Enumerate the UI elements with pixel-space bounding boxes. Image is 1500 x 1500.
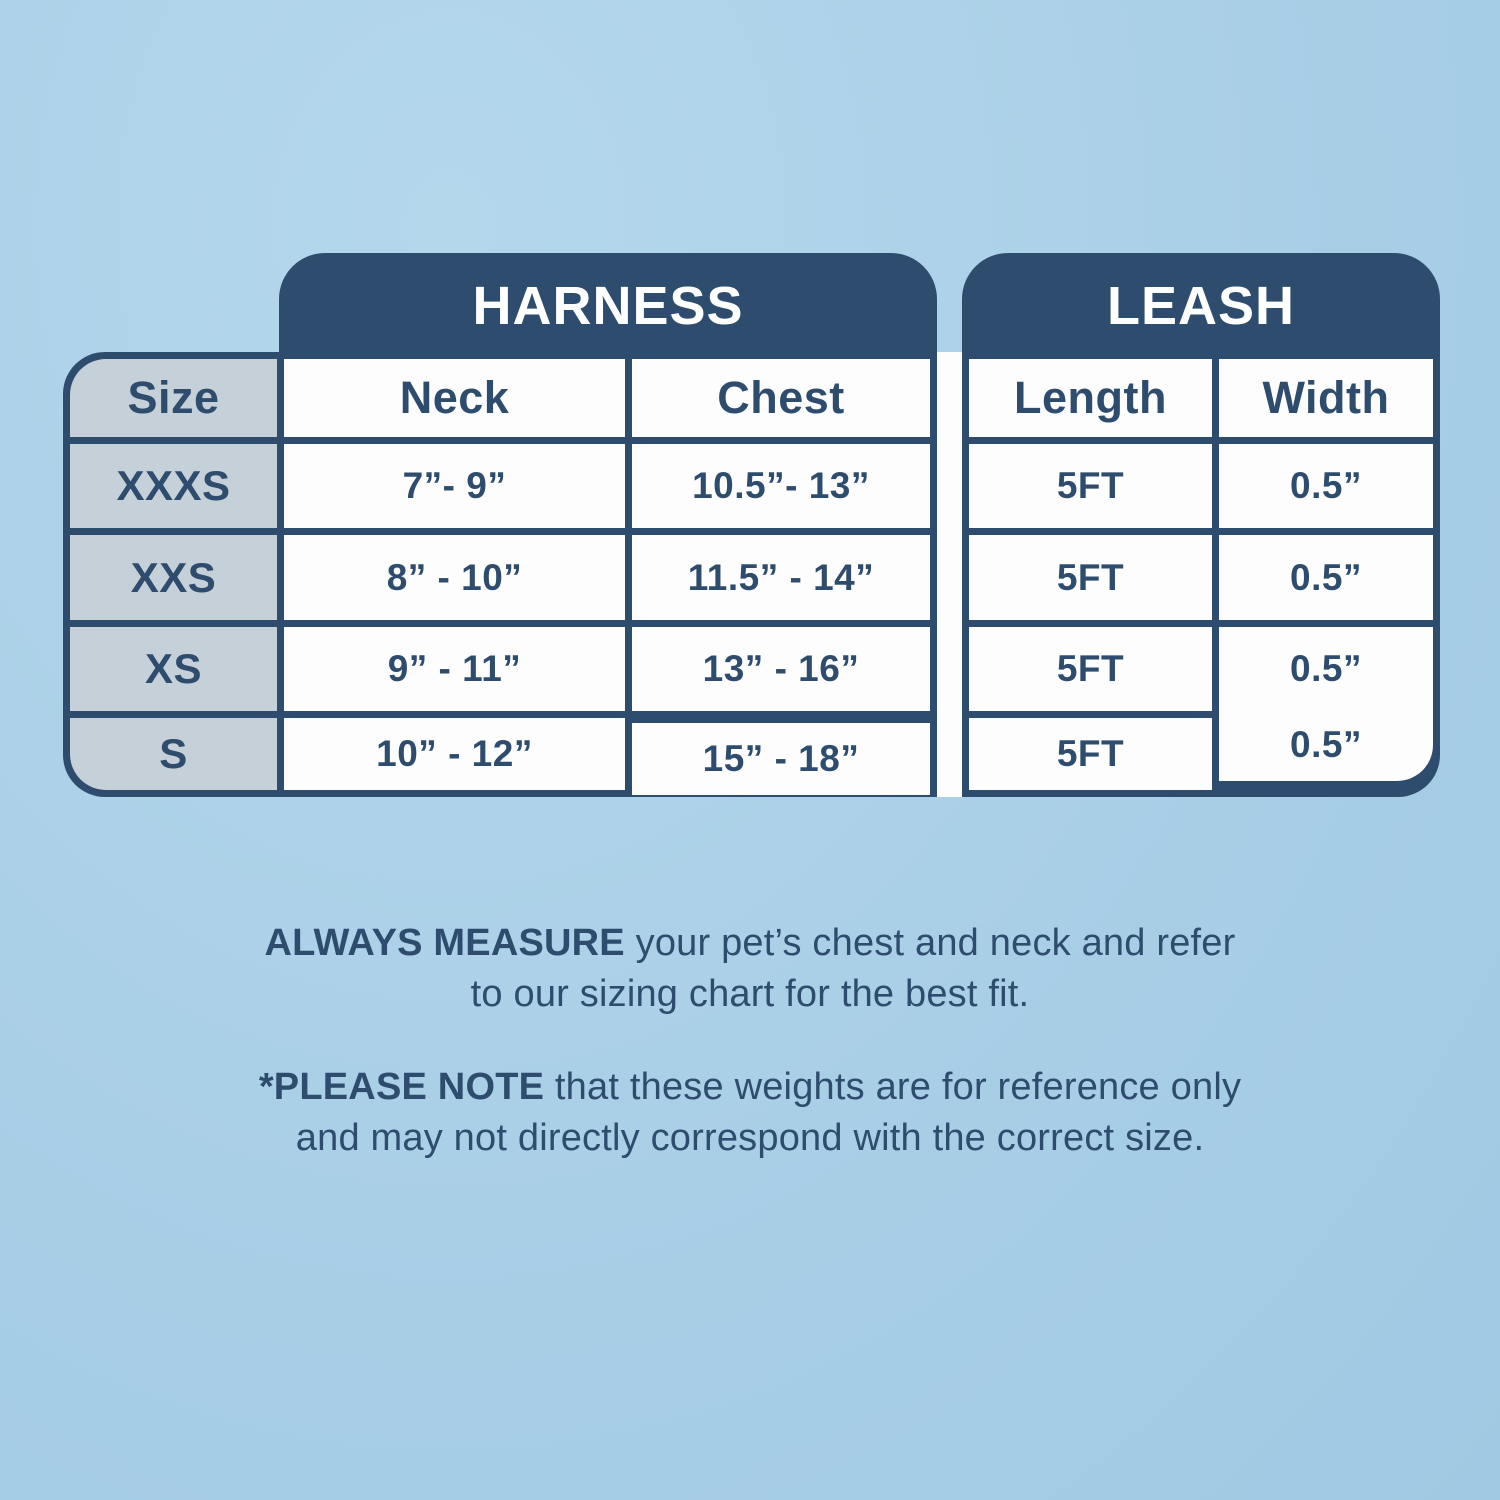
row-xxxs-length-cell: 5FT	[969, 444, 1212, 528]
row-xs-chest-cell: 13” - 16”	[632, 627, 930, 711]
row-xxs-chest-cell: 11.5” - 14”	[632, 535, 930, 620]
row-xxxs-neck-cell: 7”- 9”	[284, 444, 625, 528]
header-cell-chest: Chest	[632, 359, 930, 437]
row-xxs-size-cell: XXS	[70, 535, 277, 620]
header-cell-neck: Neck	[284, 359, 625, 437]
header-cell-size: Size	[70, 359, 277, 437]
header-cell-width: Width	[1219, 359, 1433, 437]
measure-note-line2: to our sizing chart for the best fit.	[470, 973, 1030, 1015]
harness-group-header: HARNESS	[279, 253, 937, 359]
row-xs-length-cell: 5FT	[969, 627, 1212, 711]
disclaimer-note-line2: and may not directly correspond with the…	[295, 1117, 1205, 1159]
row-s-width-cell: 0.5”	[1219, 709, 1433, 781]
leash-group-header: LEASH	[962, 253, 1440, 359]
row-s-size-cell: S	[70, 718, 277, 790]
row-s-neck-cell: 10” - 12”	[284, 718, 625, 790]
header-cell-length: Length	[969, 359, 1212, 437]
row-s-length-cell: 5FT	[969, 718, 1212, 790]
row-xxs-length-cell: 5FT	[969, 535, 1212, 620]
table-gap-divider	[937, 352, 962, 797]
measure-note-emphasis: ALWAYS MEASURE	[264, 922, 625, 964]
row-xxxs-width-cell: 0.5”	[1219, 444, 1433, 528]
measure-note-line1: your pet’s chest and neck and refer	[624, 922, 1236, 964]
row-xxxs-size-cell: XXXS	[70, 444, 277, 528]
row-xxxs-chest-cell: 10.5”- 13”	[632, 444, 930, 528]
leash-size-table: Length Width 5FT 0.5” 5FT 0.5” 5FT 0.5” …	[962, 352, 1440, 797]
row-s-chest-cell: 15” - 18”	[632, 723, 930, 795]
row-xs-width-cell: 0.5”	[1219, 627, 1433, 711]
disclaimer-note-emphasis: *PLEASE NOTE	[258, 1066, 545, 1108]
disclaimer-note: *PLEASE NOTE that these weights are for …	[0, 1062, 1500, 1164]
disclaimer-note-line1: that these weights are for reference onl…	[544, 1066, 1242, 1108]
harness-size-table: Size Neck Chest XXXS 7”- 9” 10.5”- 13” X…	[63, 352, 937, 797]
harness-group-header-label: HARNESS	[472, 276, 744, 336]
row-xxs-width-cell: 0.5”	[1219, 535, 1433, 620]
leash-group-header-label: LEASH	[1106, 276, 1295, 336]
row-xs-neck-cell: 9” - 11”	[284, 627, 625, 711]
row-xs-size-cell: XS	[70, 627, 277, 711]
row-xxs-neck-cell: 8” - 10”	[284, 535, 625, 620]
measure-note: ALWAYS MEASURE your pet’s chest and neck…	[0, 918, 1500, 1020]
